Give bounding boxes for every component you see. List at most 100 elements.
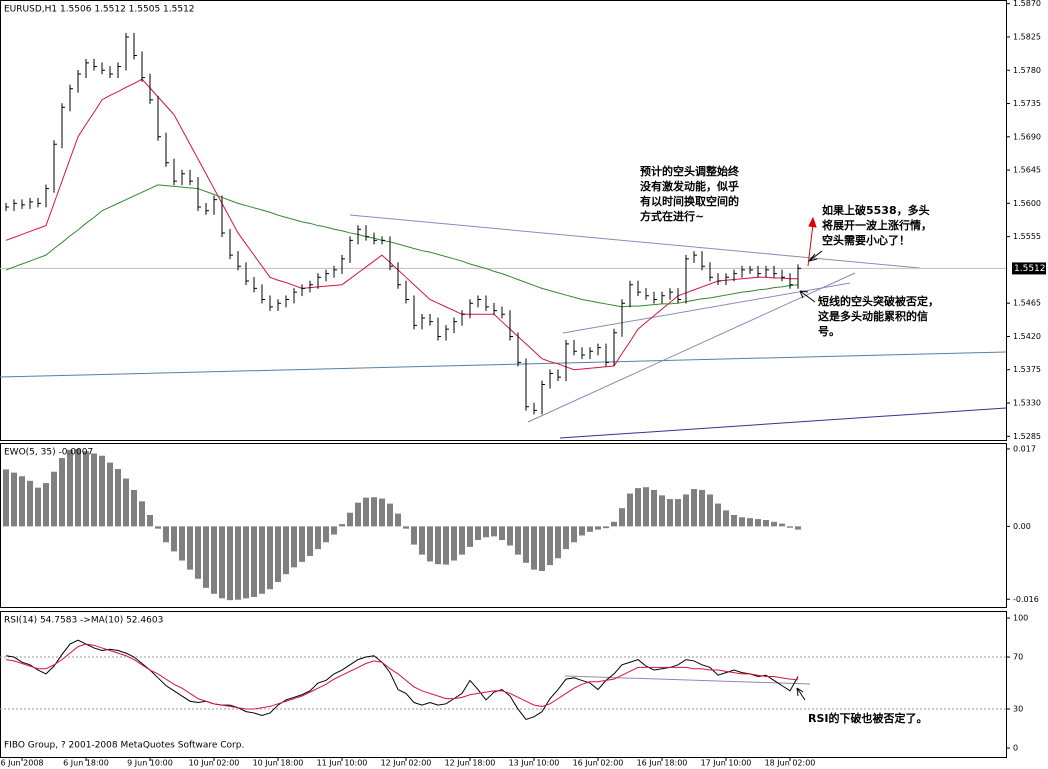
- ewo-bar: [555, 526, 561, 559]
- y-tick-label: 1.5690: [1013, 132, 1041, 141]
- ewo-bar: [27, 480, 33, 527]
- price-bar: [173, 158, 177, 186]
- price-bar: [37, 197, 41, 208]
- ewo-bar: [59, 458, 65, 527]
- ewo-bar: [643, 487, 649, 527]
- y-tick-label: 1.5780: [1013, 66, 1041, 75]
- price-bar: [685, 254, 689, 304]
- price-bar: [429, 313, 433, 326]
- rsi-line: [5, 639, 799, 721]
- ewo-bar: [387, 503, 393, 527]
- price-bar: [101, 62, 105, 75]
- y-tick-label: 1.5825: [1013, 32, 1041, 41]
- price-bar: [117, 62, 121, 78]
- price-bar: [125, 32, 129, 71]
- x-tick-label: 11 Jun 10:00: [317, 759, 368, 768]
- price-bar: [333, 265, 337, 278]
- ewo-bar: [139, 501, 145, 527]
- ewo-bar: [419, 526, 425, 555]
- price-bar: [605, 343, 609, 367]
- y-tick-label: 1.5735: [1013, 99, 1041, 108]
- ewo-bar: [259, 526, 265, 594]
- price-bar: [709, 262, 713, 282]
- ewo-bar: [715, 503, 721, 527]
- x-tick-label: 6 Jun 2008: [0, 759, 43, 768]
- price-bar: [789, 273, 793, 289]
- ewo-bar: [523, 526, 529, 563]
- annotation: 短线的空头突破被否定，: [818, 294, 939, 308]
- annotation: 空头需要小心了！: [822, 233, 910, 247]
- price-bar: [509, 310, 513, 341]
- ewo-bar: [659, 495, 665, 527]
- price-bar: [565, 339, 569, 382]
- annotation: 没有激发动能，似乎: [640, 179, 739, 193]
- ewo-bar: [731, 514, 737, 527]
- ewo-bar: [227, 526, 233, 601]
- arrow: [796, 687, 806, 701]
- ewo-bar: [211, 526, 217, 594]
- price-bar: [437, 317, 441, 341]
- price-bar: [197, 177, 201, 212]
- price-bar: [293, 288, 297, 304]
- price-bar: [653, 291, 657, 304]
- annotation: 这是多头动能累积的信: [818, 309, 928, 323]
- price-bar: [549, 369, 553, 389]
- price-bar: [757, 265, 761, 278]
- ewo-bar: [707, 494, 713, 527]
- price-bar: [733, 269, 737, 282]
- ewo-bar: [691, 489, 697, 527]
- trend-lines: [0, 214, 1007, 701]
- ewo-bar: [723, 510, 729, 527]
- moving-average: [5, 78, 798, 371]
- price-bar: [325, 269, 329, 282]
- price-bar: [557, 369, 561, 382]
- price-bar: [797, 264, 801, 289]
- price-bar: [469, 299, 473, 319]
- price-bar: [277, 299, 281, 311]
- price-bar: [629, 280, 633, 308]
- price-bar: [741, 265, 745, 278]
- price-bar: [93, 58, 97, 71]
- price-bar: [613, 328, 617, 367]
- price-bar: [581, 347, 585, 359]
- price-bar: [189, 169, 193, 186]
- ewo-bar: [403, 526, 409, 529]
- price-bar: [533, 402, 537, 415]
- ewo-bar: [99, 455, 105, 527]
- price-bar: [669, 288, 673, 300]
- x-tick-label: 12 Jun 02:00: [381, 759, 432, 768]
- price-bar: [701, 251, 705, 271]
- ewo-bar: [51, 471, 57, 527]
- support-line: [559, 407, 1007, 439]
- ewo-bar: [747, 518, 753, 527]
- ewo-bar: [355, 502, 361, 527]
- ewo-bar: [547, 526, 553, 566]
- ewo-bar: [19, 476, 25, 527]
- annotation: 将展开一波上涨行情，: [822, 218, 932, 232]
- arrowhead: [808, 216, 817, 228]
- ewo-bar: [459, 526, 465, 555]
- ewo-bar: [347, 512, 353, 527]
- price-bar: [485, 295, 489, 311]
- rsi-pane: [0, 611, 1007, 758]
- ewo-bar: [507, 526, 513, 546]
- price-bar: [765, 265, 769, 278]
- price-bar: [453, 317, 457, 334]
- trend-line: [349, 214, 921, 269]
- ewo-bar: [483, 526, 489, 538]
- copyright: FIBO Group, ? 2001-2008 MetaQuotes Softw…: [4, 741, 244, 751]
- ewo-bar: [123, 478, 129, 527]
- ewo-bar: [275, 526, 281, 582]
- price-bar: [261, 284, 265, 304]
- ewo-bar: [339, 524, 345, 527]
- price-bar: [229, 228, 233, 260]
- ewo-bar: [3, 469, 9, 527]
- ewo-bar: [795, 526, 801, 530]
- price-bar: [421, 313, 425, 330]
- price-bar: [109, 66, 113, 78]
- ewo-bar: [395, 513, 401, 527]
- annotation: RSI的下破也被否定了。: [808, 711, 928, 725]
- ewo-bar: [763, 519, 769, 527]
- last-price-label: 1.5512: [1014, 264, 1046, 274]
